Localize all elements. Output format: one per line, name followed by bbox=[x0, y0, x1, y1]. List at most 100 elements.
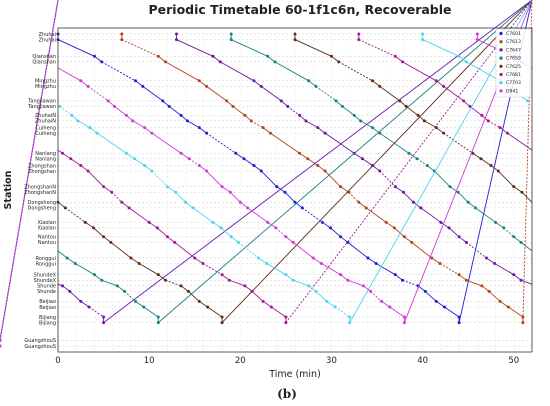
arrival-point bbox=[193, 256, 197, 260]
legend-marker-C7625 bbox=[499, 64, 503, 68]
dwell-segment bbox=[340, 274, 349, 281]
dwell-segment bbox=[322, 221, 331, 229]
run-segment bbox=[338, 61, 373, 82]
run-segment bbox=[294, 39, 332, 57]
dwell-segment bbox=[135, 80, 144, 87]
arrival-point bbox=[316, 163, 320, 167]
run-segment bbox=[324, 132, 355, 154]
y-tick-label: Nanlang bbox=[35, 151, 56, 157]
series-D941 bbox=[0, 0, 533, 348]
run-segment bbox=[114, 106, 127, 116]
dwell-segment bbox=[381, 301, 391, 308]
arrival-point bbox=[307, 284, 311, 288]
arrival-point bbox=[133, 79, 137, 83]
dwell-segment bbox=[499, 301, 509, 308]
run-segment bbox=[324, 170, 341, 187]
run-segment bbox=[443, 132, 474, 154]
legend: C7601 C7613 C7647 C7659 C7625 C7681 C7703 D941 bbox=[495, 28, 532, 98]
arrival-point bbox=[284, 273, 288, 277]
arrival-point bbox=[211, 220, 215, 224]
dwell-segment bbox=[244, 285, 253, 292]
arrival-point bbox=[88, 126, 92, 130]
arrival-point bbox=[220, 315, 224, 319]
dwell-segment bbox=[148, 221, 158, 229]
legend-label: C7625 bbox=[506, 64, 521, 70]
arrival-point bbox=[398, 99, 402, 103]
y-tick-label: Mingzhu bbox=[35, 79, 56, 85]
arrival-point bbox=[416, 113, 420, 117]
run-segment bbox=[93, 227, 104, 238]
run-segment bbox=[165, 279, 182, 287]
run-segment bbox=[87, 86, 109, 102]
dwell-segment bbox=[436, 301, 445, 308]
arrival-point bbox=[261, 126, 265, 130]
dwell-segment bbox=[116, 285, 125, 292]
dwell-segment bbox=[458, 236, 467, 243]
dwell-segment bbox=[394, 274, 403, 281]
run-segment bbox=[229, 191, 241, 203]
run-segment bbox=[128, 207, 150, 223]
series-C7703 bbox=[0, 0, 533, 348]
run-segment bbox=[157, 0, 533, 323]
run-segment bbox=[232, 106, 246, 116]
run-segment bbox=[88, 306, 104, 318]
arrival-point bbox=[179, 151, 183, 155]
arrival-point bbox=[434, 299, 438, 303]
run-segment bbox=[87, 170, 104, 187]
run-segment bbox=[70, 158, 82, 166]
arrival-point bbox=[412, 200, 415, 204]
run-segment bbox=[220, 61, 255, 82]
dwell-segment bbox=[490, 165, 499, 172]
run-segment bbox=[261, 86, 282, 102]
dwell-segment bbox=[513, 236, 522, 243]
dwell-segment bbox=[472, 152, 482, 160]
dwell-segment bbox=[426, 165, 435, 172]
run-segment bbox=[229, 279, 246, 287]
arrival-point bbox=[480, 284, 484, 288]
y-tick-label: Mingzhu bbox=[35, 84, 56, 90]
run-segment bbox=[375, 263, 396, 276]
y-tick-label: ZhongshanN bbox=[24, 184, 56, 190]
run-segment bbox=[503, 227, 515, 238]
arrival-point bbox=[421, 32, 425, 36]
run-segment bbox=[202, 263, 223, 276]
arrival-point bbox=[307, 79, 311, 83]
x-tick-label: 30 bbox=[326, 356, 337, 366]
dwell-segment bbox=[121, 201, 130, 209]
run-segment bbox=[151, 170, 168, 187]
arrival-point bbox=[293, 32, 297, 36]
run-segment bbox=[0, 0, 59, 341]
run-segment bbox=[389, 306, 405, 318]
legend-marker-C7613 bbox=[499, 40, 503, 44]
arrival-point bbox=[266, 220, 270, 224]
y-tick-label: Cuiheng bbox=[35, 125, 56, 131]
run-segment bbox=[151, 132, 182, 154]
arrival-point bbox=[339, 273, 343, 277]
run-segment bbox=[370, 291, 382, 302]
run-segment bbox=[315, 291, 328, 302]
arrival-point bbox=[352, 113, 356, 117]
dwell-segment bbox=[135, 301, 144, 308]
arrival-point bbox=[425, 163, 429, 167]
y-tick-label: Nanlang bbox=[35, 157, 56, 163]
dwell-segment bbox=[440, 221, 450, 229]
dwell-segment bbox=[385, 221, 395, 229]
dwell-segment bbox=[80, 80, 89, 87]
arrival-point bbox=[402, 315, 406, 319]
run-segment bbox=[520, 279, 533, 285]
arrival-point bbox=[129, 256, 133, 260]
y-tick-label: Xiaolan bbox=[37, 220, 56, 226]
run-segment bbox=[443, 86, 464, 102]
run-segment bbox=[444, 306, 460, 318]
arrival-point bbox=[261, 299, 265, 303]
run-segment bbox=[111, 191, 123, 203]
arrival-point bbox=[361, 284, 365, 288]
legend-marker-D941 bbox=[499, 89, 503, 93]
y-tick-label: Zhuhai bbox=[39, 37, 56, 43]
dwell-segment bbox=[144, 165, 153, 172]
run-segment bbox=[405, 106, 419, 116]
y-tick-label: Dongsheng bbox=[28, 206, 56, 212]
run-segment bbox=[175, 191, 186, 203]
arrival-point bbox=[457, 235, 461, 239]
